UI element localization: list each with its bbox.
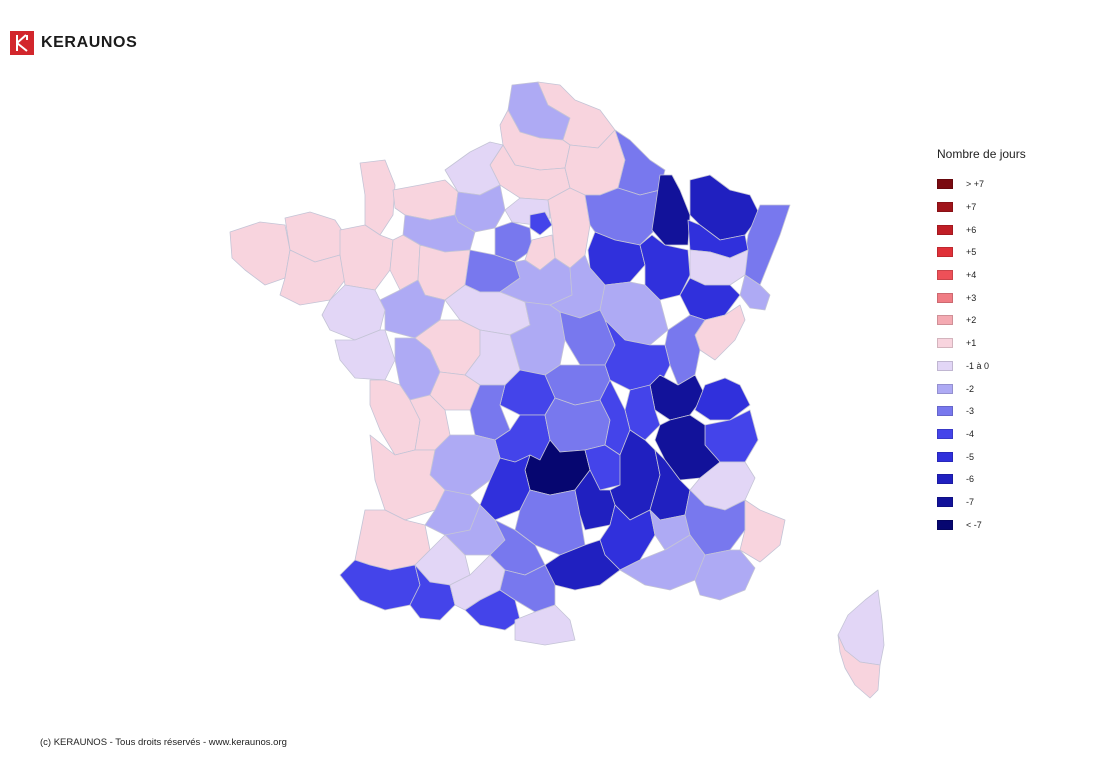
department-alpes-maritimes <box>739 499 786 563</box>
department-herault <box>544 539 621 591</box>
legend-item: -2 <box>937 377 1026 400</box>
department-corse-du-sud <box>837 634 881 699</box>
legend-item: +7 <box>937 196 1026 219</box>
department-haute-savoie <box>694 377 751 421</box>
legend-item: -6 <box>937 468 1026 491</box>
legend-swatch <box>937 428 953 439</box>
legend-label: +6 <box>966 224 977 235</box>
brand-name: KERAUNOS <box>41 34 138 51</box>
copyright-text: (c) KERAUNOS - Tous droits réservés - ww… <box>40 737 287 748</box>
department-var <box>694 549 756 601</box>
legend-item: +6 <box>937 218 1026 241</box>
department-haute-marne <box>639 234 691 301</box>
legend-swatch <box>937 383 953 394</box>
legend-swatch <box>937 338 953 349</box>
department-calvados <box>392 179 459 221</box>
legend-item: -1 à 0 <box>937 355 1026 378</box>
department-vendee <box>334 329 396 381</box>
legend-item: +5 <box>937 241 1026 264</box>
legend-item: -5 <box>937 445 1026 468</box>
legend-label: -2 <box>966 383 975 394</box>
department-puy-de-dome <box>544 397 611 453</box>
legend-swatch <box>937 202 953 213</box>
legend-swatch <box>937 179 953 190</box>
department-alpes-de-haute-provence <box>684 489 746 556</box>
legend-item: -3 <box>937 400 1026 423</box>
legend-label: -5 <box>966 451 975 462</box>
legend-swatch <box>937 315 953 326</box>
legend-swatch <box>937 451 953 462</box>
legend-label: +7 <box>966 202 977 213</box>
legend-swatch <box>937 360 953 371</box>
legend-label: -7 <box>966 496 975 507</box>
department-pyrenees-orientales <box>514 604 576 646</box>
department-manche <box>359 159 396 236</box>
department-paris <box>529 211 553 236</box>
legend-title: Nombre de jours <box>937 147 1026 161</box>
legend-label: < -7 <box>966 519 982 530</box>
department-meuse <box>651 174 691 246</box>
legend-label: +2 <box>966 315 977 326</box>
legend-swatch <box>937 247 953 258</box>
department-maine-et-loire <box>379 279 446 339</box>
legend-label: -4 <box>966 428 975 439</box>
legend-swatch <box>937 519 953 530</box>
legend-swatch <box>937 406 953 417</box>
legend-label: +5 <box>966 247 977 258</box>
legend-items: > +7 +7 +6 +5 +4 +3 +2 +1 -1 à 0 -2 -3 -4 -5 -6 -7 < -7 <box>937 173 1026 536</box>
legend: Nombre de jours > +7 +7 +6 +5 +4 +3 +2 +1 -1 à 0… <box>937 147 1026 536</box>
legend-label: -3 <box>966 406 975 417</box>
legend-label: +3 <box>966 292 977 303</box>
legend-item: -7 <box>937 491 1026 514</box>
department-jura <box>664 314 706 386</box>
legend-label: > +7 <box>966 179 985 190</box>
department-vosges <box>689 249 749 286</box>
legend-swatch <box>937 474 953 485</box>
legend-label: +1 <box>966 338 977 349</box>
legend-item: +1 <box>937 332 1026 355</box>
department-pyrenees-atlantiques <box>339 559 421 611</box>
legend-swatch <box>937 292 953 303</box>
legend-swatch <box>937 270 953 281</box>
legend-label: -1 à 0 <box>966 360 990 371</box>
legend-swatch <box>937 496 953 507</box>
legend-label: -6 <box>966 474 975 485</box>
legend-item: > +7 <box>937 173 1026 196</box>
department-finistere <box>229 221 291 286</box>
legend-item: -4 <box>937 423 1026 446</box>
department-ariege <box>464 589 521 631</box>
legend-item: +3 <box>937 286 1026 309</box>
legend-item: +2 <box>937 309 1026 332</box>
department-hautes-pyrenees <box>409 564 456 621</box>
keraunos-logo: KERAUNOS <box>10 31 137 55</box>
legend-item: < -7 <box>937 513 1026 536</box>
legend-swatch <box>937 224 953 235</box>
legend-label: +4 <box>966 270 977 281</box>
keraunos-logo-icon <box>10 31 34 55</box>
legend-item: +4 <box>937 264 1026 287</box>
department-ille-et-vilaine <box>339 224 394 291</box>
